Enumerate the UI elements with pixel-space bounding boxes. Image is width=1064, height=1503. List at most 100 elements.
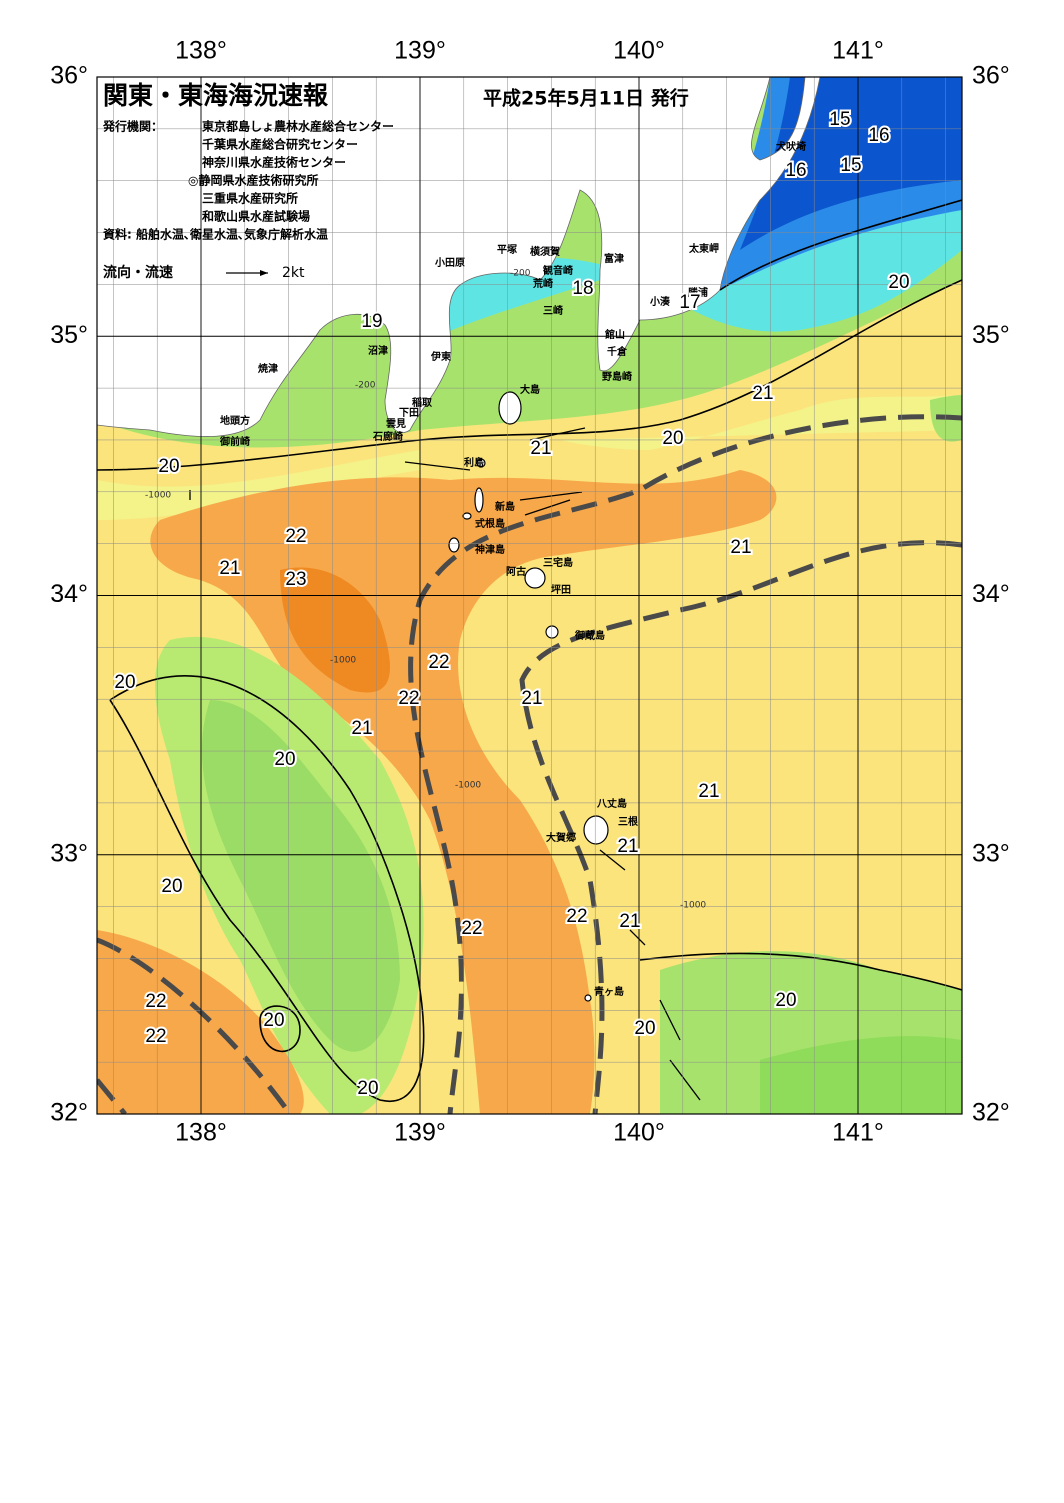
isotherm-label: 20: [158, 456, 179, 477]
lat-label: 36°: [972, 62, 1010, 90]
place-name: 大賀郷: [546, 831, 576, 844]
island: [545, 625, 559, 639]
isotherm-label: 19: [361, 311, 382, 332]
isotherm-label: 22: [566, 906, 587, 927]
lon-label: 141°: [832, 37, 884, 65]
lat-label: 33°: [972, 839, 1010, 867]
depth-labels: -200 -200 -1000 -1000 -1000 -1000: [145, 269, 706, 911]
isotherm-label: 20: [114, 672, 135, 693]
kuroshio-line: [97, 1078, 127, 1114]
isotherm-label: 20: [888, 272, 909, 293]
map-area: [97, 77, 962, 1114]
kuroshio-line: [519, 540, 962, 1114]
place-name: 地頭方: [220, 414, 250, 427]
place-name: 太東岬: [688, 242, 719, 255]
place-name: 犬吠埼: [776, 140, 806, 153]
place-name: 三崎: [543, 304, 563, 317]
depth-label: -200: [510, 269, 531, 279]
isotherm-label: 17: [679, 292, 700, 313]
place-name: 小田原: [434, 256, 465, 269]
sea-20: [560, 395, 962, 450]
isotherms: [97, 199, 962, 1103]
isotherm-label: 22: [428, 652, 449, 673]
place-names: 小田原 平塚 横須賀 観音崎 富津 荒崎 三崎 太東岬 勝浦 小湊 館山 千倉 …: [219, 140, 806, 998]
lon-label: 140°: [613, 37, 665, 65]
isotherm-label: 21: [521, 688, 542, 709]
isotherm: [109, 675, 425, 1103]
issuer: 千葉県水産総合研究センター: [202, 137, 358, 152]
island: [474, 487, 484, 513]
isotherm-label: 18: [572, 278, 593, 299]
place-name: 御蔵島: [574, 629, 605, 642]
isotherm-labels: 15 16 16 15 18 17 20 19 21 20 21 20 22 2…: [112, 107, 911, 1101]
lat-label: 34°: [972, 580, 1010, 608]
current-arrow: [529, 427, 586, 441]
isotherm-label: 22: [145, 991, 166, 1012]
issuer: 三重県水産研究所: [202, 191, 298, 206]
place-name: 式根島: [475, 517, 505, 530]
current-arrow: [524, 499, 571, 516]
sea-20: [97, 450, 420, 520]
depth-label: -1000: [455, 781, 481, 791]
issuer: 東京都島しょ農林水産総合センター: [202, 119, 394, 134]
lon-label: 140°: [613, 1119, 665, 1147]
isotherm-label: 21: [219, 558, 240, 579]
place-name: 三宅島: [543, 556, 573, 569]
sea-23: [280, 567, 390, 693]
place-name: 沼津: [368, 344, 388, 357]
lat-label: 32°: [50, 1099, 88, 1127]
lat-label: 36°: [50, 62, 88, 90]
current-arrow: [599, 849, 626, 871]
isotherm-label: 20: [357, 1078, 378, 1099]
island: [476, 458, 486, 468]
issue-date: 平成25年5月11日 発行: [483, 87, 689, 110]
place-name: 千倉: [607, 345, 628, 358]
depth-label: -1000: [145, 491, 171, 501]
place-name: 小湊: [649, 295, 671, 308]
isotherm: [719, 199, 962, 291]
title: 関東・東海海況速報: [103, 81, 329, 110]
place-name: 下田: [399, 407, 419, 419]
legend-arrowhead: [260, 270, 268, 276]
isotherm: [259, 1005, 301, 1053]
lat-label: 33°: [50, 839, 88, 867]
place-name: 平塚: [497, 243, 517, 256]
isotherm-label: 23: [285, 569, 306, 590]
grid: [97, 77, 962, 1114]
current-arrow: [669, 1059, 701, 1101]
place-name: 勝浦: [688, 286, 708, 299]
place-name: 三根: [618, 815, 638, 828]
place-name: 神津島: [475, 543, 505, 556]
place-name: 富津: [604, 252, 624, 265]
legend-label: 流向・流速: [103, 264, 173, 281]
current-vectors: [189, 427, 701, 1101]
lon-label: 138°: [175, 37, 227, 65]
isotherm-label: 20: [161, 876, 182, 897]
current-arrow: [519, 491, 583, 501]
isotherm-label: 15: [840, 155, 861, 176]
isotherm-label: 20: [662, 428, 683, 449]
lat-label: 32°: [972, 1099, 1010, 1127]
isotherm-label: 21: [619, 911, 640, 932]
place-name: 稲取: [412, 396, 433, 409]
lon-label: 139°: [394, 37, 446, 65]
isotherm-label: 20: [274, 749, 295, 770]
island: [524, 567, 546, 589]
sea-15: [740, 77, 962, 250]
kuroshio-line: [97, 937, 293, 1114]
place-name: 焼津: [258, 362, 278, 375]
isotherm-label: 21: [730, 537, 751, 558]
place-name: 石廊崎: [372, 430, 403, 443]
depth-label: -200: [355, 381, 376, 391]
lat-label: 35°: [972, 321, 1010, 349]
place-name: 横須賀: [530, 245, 560, 258]
isotherm-label: 20: [775, 990, 796, 1011]
data-source: 資料: 船舶水温､衛星水温､気象庁解析水温: [103, 227, 328, 242]
map-frame: [96, 76, 963, 1115]
place-name: 坪田: [551, 583, 571, 596]
isotherm-label: 22: [285, 526, 306, 547]
islands: [448, 391, 609, 1002]
depth-label: -1000: [330, 656, 356, 666]
lon-label: 138°: [175, 1119, 227, 1147]
